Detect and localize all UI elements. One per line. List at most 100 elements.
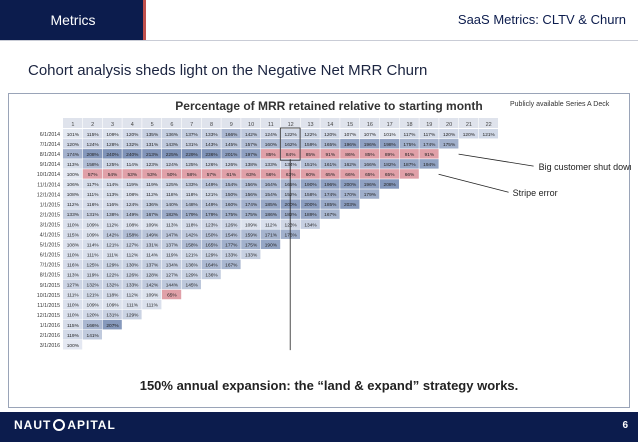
column-header-cell (142, 118, 162, 128)
cohort-label: 1/1/2015 (40, 202, 60, 208)
heatmap-cell-value: 131% (87, 212, 100, 218)
heatmap-cell-value: 66% (405, 172, 415, 178)
heatmap-cell-value: 161% (324, 162, 337, 168)
heatmap-cell-value: 66% (345, 172, 355, 178)
heatmap-cell (201, 259, 221, 270)
heatmap-cell-value: 133% (186, 182, 199, 188)
heatmap-cell-value: 110% (67, 252, 80, 258)
heatmap-cell-value: 156% (245, 192, 258, 198)
heatmap-cell-value: 65% (325, 172, 335, 178)
column-header-label: 14 (327, 122, 333, 128)
heatmap-cell (261, 199, 281, 209)
heatmap-cell-value: 194% (423, 162, 436, 168)
heatmap-cell (261, 149, 281, 159)
heatmap-cell (181, 189, 201, 199)
heatmap-cell-value: 154% (225, 182, 238, 188)
heatmap-cell (261, 219, 281, 229)
heatmap-cell-value: 174% (423, 142, 436, 148)
heatmap-cell-value: 132% (87, 283, 100, 289)
column-header-cell (478, 118, 498, 128)
column-header-label: 4 (131, 122, 134, 128)
heatmap-cell-value: 142% (186, 232, 199, 238)
column-header-label: 7 (190, 122, 193, 128)
heatmap-cell (340, 199, 360, 209)
column-header-label: 13 (307, 122, 313, 128)
heatmap-cell-value: 154% (265, 192, 278, 198)
heatmap-cell (340, 129, 360, 139)
heatmap-cell-value: 175% (403, 142, 416, 148)
heatmap-cell (320, 139, 340, 149)
heatmap-cell (162, 229, 182, 239)
heatmap-cell-value: 134% (285, 162, 298, 168)
heatmap-cell-value: 114% (126, 162, 139, 168)
cohort-label: 6/1/2014 (40, 132, 60, 138)
heatmap-cell-value: 213% (146, 152, 159, 158)
footer-bar (0, 412, 638, 442)
heatmap-cell-value: 151% (304, 162, 317, 168)
heatmap-cell (82, 269, 102, 280)
heatmap-cell-value: 136% (146, 202, 159, 208)
heatmap-cell-value: 133% (67, 212, 80, 218)
heatmap-cell-value: 56% (266, 172, 276, 178)
heatmap-cell (478, 129, 498, 139)
heatmap-cell (181, 239, 201, 249)
heatmap-cell-value: 57% (88, 172, 98, 178)
heatmap-cell (181, 159, 201, 169)
heatmap-cell-value: 200% (285, 202, 298, 208)
heatmap-cell (82, 179, 102, 189)
heatmap-cell-value: 167% (324, 212, 337, 218)
heatmap-cell (102, 209, 122, 219)
heatmap-cell (241, 129, 261, 139)
chart-caption: 150% annual expansion: the “land & expan… (140, 378, 519, 393)
heatmap-cell-value: 186% (265, 212, 278, 218)
heatmap-cell-value: 175% (225, 212, 238, 218)
heatmap-cell-value: 109% (146, 222, 159, 228)
heatmap-cell (162, 249, 182, 260)
heatmap-cell-value: 208% (384, 182, 397, 188)
heatmap-cell (142, 139, 162, 149)
heatmap-cell-value: 107% (344, 132, 357, 138)
heatmap-cell-value: 53% (127, 172, 137, 178)
cohort-label: 12/1/2014 (37, 192, 60, 198)
heatmap-cell (221, 169, 241, 179)
heatmap-cell-value: 141% (87, 333, 100, 339)
heatmap-cell-value: 114% (87, 242, 100, 248)
heatmap-cell (122, 219, 142, 229)
heatmap-cell-value: 142% (106, 232, 119, 238)
heatmap-cell-value: 58% (187, 172, 197, 178)
heatmap-cell-value: 129% (205, 252, 218, 258)
heatmap-cell (241, 149, 261, 159)
heatmap-cell (340, 189, 360, 199)
heatmap-cell (360, 149, 380, 159)
heatmap-cell (162, 149, 182, 159)
heatmap-cell (122, 209, 142, 219)
top-bar: Metrics SaaS Metrics: CLTV & Churn (0, 0, 638, 40)
heatmap-cell-value: 108% (126, 192, 139, 198)
heatmap-cell (300, 209, 320, 219)
heatmap-cell-value: 165% (324, 142, 337, 148)
heatmap-cell-value: 120% (463, 132, 476, 138)
heatmap-cell-value: 117% (87, 182, 100, 188)
heatmap-cell-value: 50% (167, 172, 177, 178)
tab-metrics[interactable]: Metrics (0, 0, 146, 40)
heatmap-cell (241, 209, 261, 219)
heatmap-cell (181, 269, 201, 280)
annotation-arrow-shutdown (458, 153, 534, 167)
heatmap-cell-value: 158% (87, 162, 100, 168)
heatmap-cell (360, 179, 380, 189)
heatmap-cell-value: 240% (126, 152, 139, 158)
heatmap-cell (162, 209, 182, 219)
cohort-label: 12/1/2015 (37, 313, 60, 319)
heatmap-cell (241, 189, 261, 199)
heatmap-cell-value: 108% (67, 242, 80, 248)
heatmap-cell (360, 129, 380, 139)
heatmap-cell-value: 160% (225, 202, 238, 208)
heatmap-cell (241, 249, 261, 260)
heatmap-cell-value: 121% (106, 242, 119, 248)
heatmap-cell-value: 182% (384, 162, 397, 168)
heatmap-cell-value: 106% (67, 182, 80, 188)
header-divider (0, 40, 638, 41)
heatmap-cell (63, 239, 83, 249)
heatmap-cell-value: 150% (225, 192, 238, 198)
cohort-label: 9/1/2014 (40, 162, 60, 168)
